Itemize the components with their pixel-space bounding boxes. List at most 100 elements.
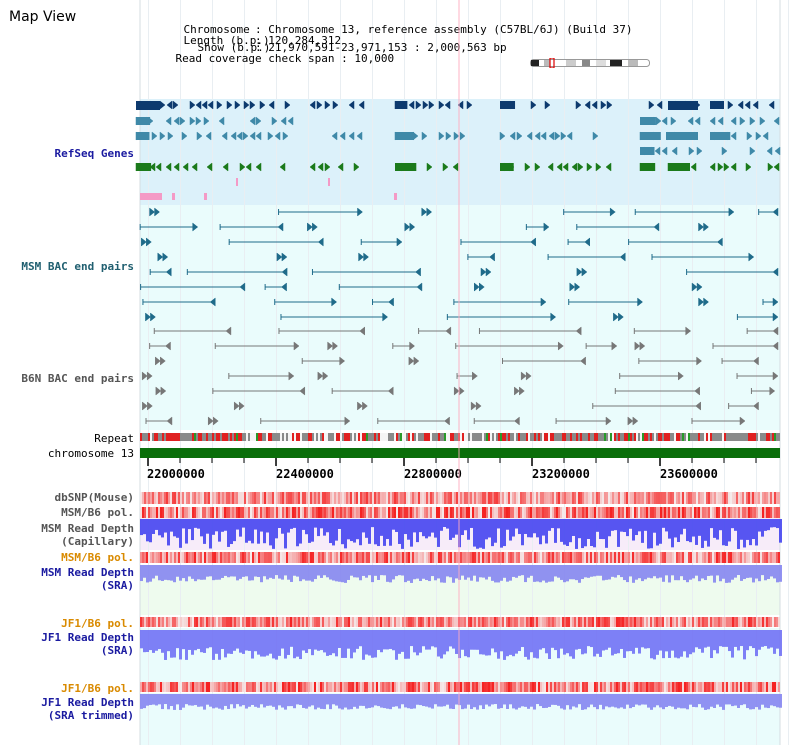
jf1-trim-depth-bar: [683, 694, 686, 709]
gene-arrow: [670, 116, 677, 126]
chromosome-ideogram[interactable]: [530, 53, 650, 69]
msm-pol-cell: [264, 507, 266, 518]
msm-sra-depth-bar: [452, 565, 455, 583]
jf1-pol2-cell: [214, 682, 216, 692]
msm-cap-depth-bar: [761, 519, 764, 537]
dbsnp-cell: [428, 492, 430, 504]
jf1-trim-depth-bar: [767, 694, 770, 709]
jf1-pol2-cell: [624, 682, 626, 692]
msm-pol-cell: [212, 507, 214, 518]
jf1-sra-depth-bar: [440, 630, 443, 659]
coverage-value: 10,000: [354, 52, 395, 65]
jf1-pol2-cell: [718, 682, 720, 692]
msm-pol2-cell: [690, 552, 692, 563]
jf1-pol2-cell: [254, 682, 256, 692]
jf1-sra-depth-bar: [140, 630, 143, 649]
msm-sra-depth-bar: [191, 565, 194, 579]
gene-arrow: [195, 100, 202, 110]
jf1-trim-depth-bar: [158, 694, 161, 705]
msm-sra-depth-bar: [458, 565, 461, 580]
msm-pol-cell: [150, 507, 152, 518]
msm-pol-cell: [354, 507, 356, 518]
dbsnp-cell: [420, 492, 422, 504]
repeat-cell: [708, 433, 710, 441]
jf1-pol2-cell: [480, 682, 482, 692]
jf1-pol2-cell: [396, 682, 398, 692]
msm-pol2-cell: [154, 552, 156, 563]
msm-cap-depth-bar: [371, 519, 374, 528]
repeat-cell: [406, 433, 408, 441]
jf1-pol2-cell: [598, 682, 600, 692]
gene-arrow: [438, 100, 445, 110]
jf1-pol-cell: [310, 617, 312, 627]
msm-pol2-cell: [628, 552, 630, 563]
jf1-pol2-cell: [344, 682, 346, 692]
repeat-cell: [764, 433, 766, 441]
jf1-pol-cell: [428, 617, 430, 627]
repeat-cell: [200, 433, 202, 441]
dbsnp-cell: [586, 492, 588, 504]
msm-pol2-cell: [256, 552, 258, 563]
jf1-pol-cell: [602, 617, 604, 627]
jf1-pol2-cell: [568, 682, 570, 692]
jf1-sra-depth-bar: [407, 630, 410, 659]
jf1-pol-cell: [546, 617, 548, 627]
b6n-bac-arrow: [514, 416, 520, 426]
msm-cap-depth-bar: [482, 519, 485, 549]
jf1-pol-cell: [518, 617, 520, 627]
jf1-pol-cell: [448, 617, 450, 627]
msm-pol2-cell: [500, 552, 502, 563]
dbsnp-cell: [708, 492, 710, 504]
jf1-pol2-cell: [218, 682, 220, 692]
jf1-sra-depth-bar: [485, 630, 488, 656]
msm-cap-depth-bar: [692, 519, 695, 537]
dbsnp-cell: [328, 492, 330, 504]
msm-bac-arrow: [141, 237, 147, 247]
msm-pol2-cell: [360, 552, 362, 563]
msm-sra-depth-bar: [674, 565, 677, 581]
jf1-pol-cell: [362, 617, 364, 627]
dbsnp-cell: [670, 492, 672, 504]
dbsnp-cell: [288, 492, 290, 504]
dbsnp-cell: [490, 492, 492, 504]
msm-sra-depth-bar: [692, 565, 695, 579]
jf1-pol2-cell: [580, 682, 582, 692]
msm-bac-arrow: [772, 267, 779, 277]
msm-sra-depth-bar: [398, 565, 401, 576]
jf1-sra-depth-bar: [203, 630, 206, 653]
dbsnp-cell: [302, 492, 304, 504]
msm-pol-cell: [628, 507, 630, 518]
dbsnp-cell: [426, 492, 428, 504]
jf1-pol-cell: [462, 617, 464, 627]
msm-sra-depth-bar: [308, 565, 311, 581]
dbsnp-cell: [748, 492, 750, 504]
msm-sra-depth-bar: [467, 565, 470, 578]
msm-pol-cell: [252, 507, 254, 518]
jf1-pol-cell: [202, 617, 204, 627]
msm-pol-cell: [518, 507, 520, 518]
jf1-sra-depth-bar: [710, 630, 713, 659]
msm-pol-cell: [258, 507, 260, 518]
msm-sra-depth-bar: [761, 565, 764, 576]
msm-pol-cell: [200, 507, 202, 518]
dbsnp-cell: [240, 492, 242, 504]
jf1-pol2-cell: [440, 682, 442, 692]
jf1-pol-cell: [258, 617, 260, 627]
dbsnp-cell: [312, 492, 314, 504]
dbsnp-cell: [280, 492, 282, 504]
jf1-trim-depth-bar: [764, 694, 767, 708]
msm-bac-arrow: [149, 207, 155, 217]
jf1-sra-depth-bar: [443, 630, 446, 655]
msm-sra-depth-bar: [353, 565, 356, 578]
dbsnp-cell: [682, 492, 684, 504]
msm-pol2-cell: [496, 552, 498, 563]
jf1-sra-depth-bar: [623, 630, 626, 658]
gene-arrow: [445, 131, 452, 141]
jf1-sra-depth-bar: [437, 630, 440, 657]
msm-pol-cell: [238, 507, 240, 518]
msm-pol2-cell: [336, 552, 338, 563]
msm-pol-cell: [360, 507, 362, 518]
msm-pol2-cell: [450, 552, 452, 563]
repeat-cell: [314, 433, 316, 441]
